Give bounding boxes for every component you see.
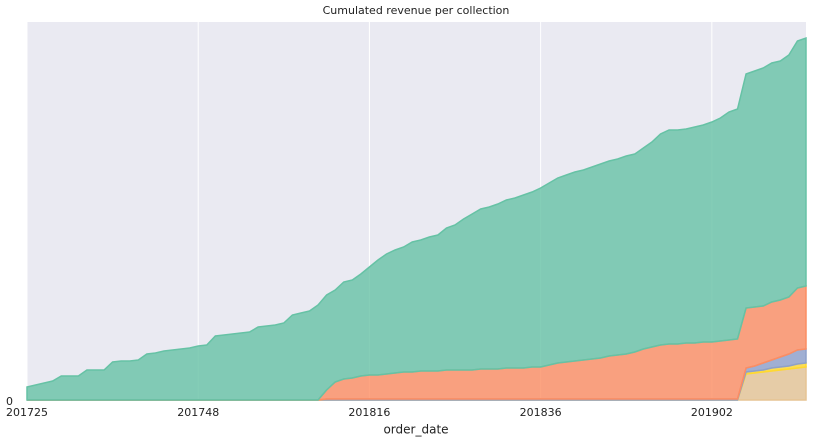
y-tick-label: 0 bbox=[6, 395, 13, 408]
x-tick-label: 201836 bbox=[520, 406, 562, 419]
x-tick-label: 201725 bbox=[6, 406, 48, 419]
x-tick-label: 201816 bbox=[348, 406, 390, 419]
x-tick-label: 201902 bbox=[691, 406, 733, 419]
area bbox=[26, 36, 807, 401]
x-tick-label: 201748 bbox=[177, 406, 219, 419]
chart-title: Cumulated revenue per collection bbox=[323, 4, 510, 17]
x-axis-label: order_date bbox=[383, 423, 448, 437]
